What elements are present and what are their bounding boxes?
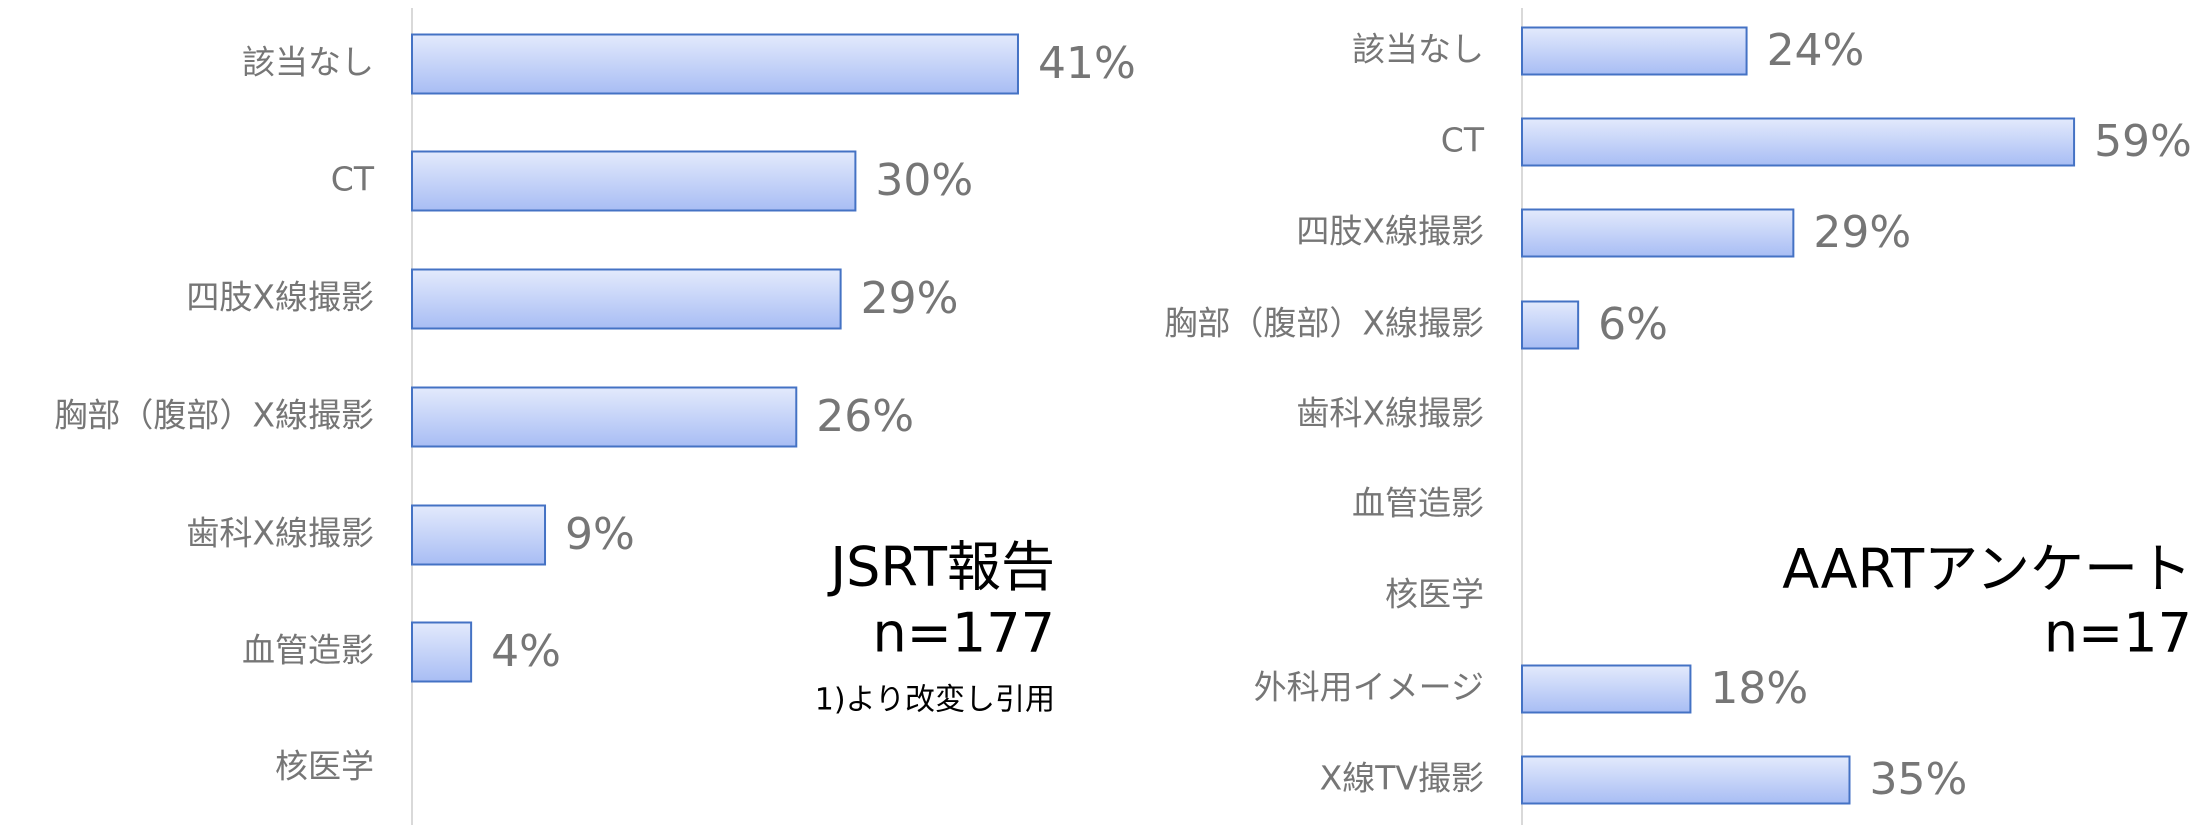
category-label: 血管造影 xyxy=(1352,484,1484,523)
bar xyxy=(1521,208,1795,258)
value-label: 29% xyxy=(1813,207,1911,258)
value-label: 18% xyxy=(1710,663,1808,714)
value-label: 30% xyxy=(875,155,973,206)
annotation: AARTアンケート xyxy=(1782,538,2192,601)
category-label: X線TV撮影 xyxy=(1320,759,1484,798)
bar xyxy=(411,504,547,566)
value-label: 4% xyxy=(491,626,561,677)
category-label: 胸部（腹部）X線撮影 xyxy=(1164,304,1484,343)
value-label: 9% xyxy=(565,509,635,560)
category-label: CT xyxy=(1441,121,1485,160)
value-label: 59% xyxy=(2094,116,2192,167)
bar xyxy=(411,150,857,212)
bar xyxy=(1521,300,1580,350)
category-label: 歯科X線撮影 xyxy=(1296,394,1484,433)
value-label: 24% xyxy=(1767,25,1865,76)
value-label: 26% xyxy=(816,391,914,442)
annotation: n=17 xyxy=(2044,602,2192,665)
category-label: 核医学 xyxy=(275,747,374,786)
value-label: 41% xyxy=(1038,38,1136,89)
bar xyxy=(1521,755,1851,805)
bar xyxy=(1521,664,1692,714)
category-label: 血管造影 xyxy=(242,631,374,670)
category-label: CT xyxy=(331,160,375,199)
bar xyxy=(411,621,473,683)
category-label: 四肢X線撮影 xyxy=(186,278,374,317)
bar xyxy=(411,268,842,330)
category-label: 外科用イメージ xyxy=(1254,668,1484,707)
category-label: 胸部（腹部）X線撮影 xyxy=(54,396,374,435)
bar xyxy=(411,33,1019,95)
category-label: 該当なし xyxy=(1352,30,1484,69)
bar xyxy=(411,386,798,448)
bar xyxy=(1521,26,1748,76)
annotation: n=177 xyxy=(872,602,1055,665)
value-label: 6% xyxy=(1598,299,1668,350)
category-label: 歯科X線撮影 xyxy=(186,514,374,553)
value-label: 35% xyxy=(1870,754,1968,805)
category-label: 該当なし xyxy=(242,43,374,82)
category-label: 四肢X線撮影 xyxy=(1296,212,1484,251)
annotation: JSRT報告 xyxy=(827,536,1055,599)
bar xyxy=(1521,117,2076,167)
category-label: 核医学 xyxy=(1385,575,1484,614)
annotation: 1)より改変し引用 xyxy=(815,683,1055,718)
value-label: 29% xyxy=(861,273,959,324)
